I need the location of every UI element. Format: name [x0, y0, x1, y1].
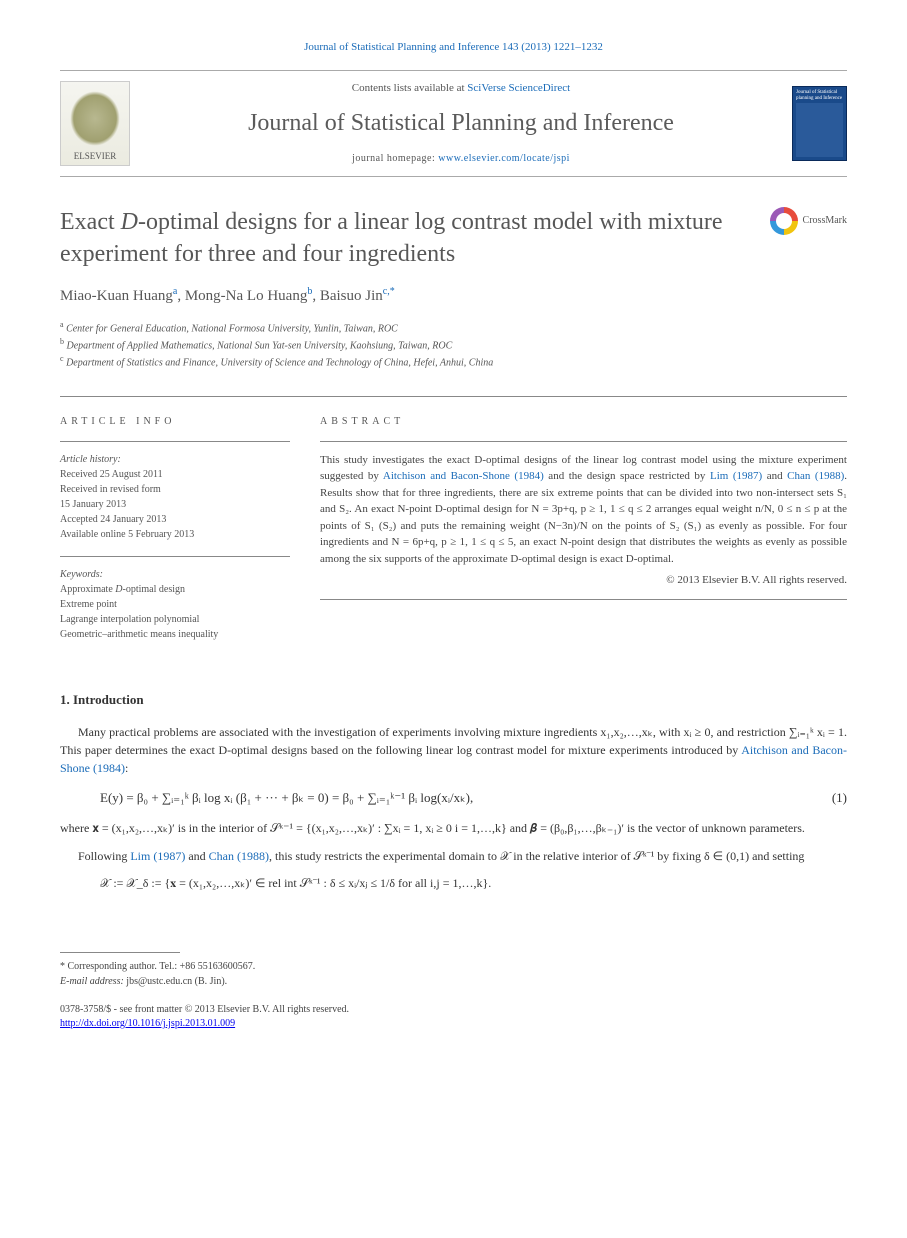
elsevier-logo[interactable]: ELSEVIER	[60, 81, 130, 166]
keywords-block: Keywords: Approximate D-optimal design E…	[60, 567, 290, 642]
abstract-text: This study investigates the exact D-opti…	[320, 452, 847, 568]
intro-ref-chan[interactable]: Chan (1988)	[209, 849, 269, 863]
corresponding-author-note: * Corresponding author. Tel.: +86 551636…	[60, 959, 847, 974]
author-name: Baisuo Jin	[320, 288, 383, 304]
banner-center: Contents lists available at SciVerse Sci…	[145, 81, 777, 166]
history-received: Received 25 August 2011	[60, 469, 163, 480]
homepage-prefix: journal homepage:	[352, 153, 438, 164]
contents-prefix: Contents lists available at	[352, 82, 467, 94]
article-info-label: article info	[60, 415, 290, 429]
email-line: E-mail address: jbs@ustc.edu.cn (B. Jin)…	[60, 974, 847, 989]
elsevier-tree-icon	[70, 91, 120, 146]
abstract-ref-lim[interactable]: Lim (1987)	[710, 470, 762, 482]
email-address: jbs@ustc.edu.cn (B. Jin).	[126, 976, 227, 987]
article-info-column: article info Article history: Received 2…	[60, 415, 290, 656]
article-title: Exact D-optimal designs for a linear log…	[60, 207, 755, 269]
journal-cover-thumbnail[interactable]: Journal of Statistical planning and Infe…	[792, 86, 847, 161]
abstract-copyright: © 2013 Elsevier B.V. All rights reserved…	[320, 573, 847, 588]
sciencedirect-link[interactable]: SciVerse ScienceDirect	[467, 82, 570, 94]
journal-title: Journal of Statistical Planning and Infe…	[145, 107, 777, 141]
crossmark-badge[interactable]: CrossMark	[770, 207, 847, 235]
equation-1-body: E(y) = β₀ + ∑ᵢ₌₁ᵏ βᵢ log xᵢ (β₁ + ··· + …	[100, 789, 812, 807]
history-label: Article history:	[60, 454, 121, 465]
intro-para-3: Following Lim (1987) and Chan (1988), th…	[60, 847, 847, 865]
affiliation-c: c Department of Statistics and Finance, …	[60, 353, 847, 370]
equation-1: E(y) = β₀ + ∑ᵢ₌₁ᵏ βᵢ log xᵢ (β₁ + ··· + …	[100, 789, 847, 807]
contents-available-line: Contents lists available at SciVerse Sci…	[145, 81, 777, 96]
title-row: Exact D-optimal designs for a linear log…	[60, 207, 847, 269]
intro-para-1: Many practical problems are associated w…	[60, 723, 847, 777]
domain-definition: 𝒳 := 𝒳_δ := {𝐱 = (x₁,x₂,…,xₖ)′ ∈ rel int…	[100, 875, 847, 892]
title-rest: -optimal designs for a linear log contra…	[60, 209, 723, 266]
equation-1-number: (1)	[832, 789, 847, 807]
history-revised-a: Received in revised form	[60, 484, 161, 495]
author-name: Mong-Na Lo Huang	[185, 288, 307, 304]
keyword-2: Lagrange interpolation polynomial	[60, 614, 199, 625]
history-revised-b: 15 January 2013	[60, 499, 126, 510]
article-history-block: Article history: Received 25 August 2011…	[60, 452, 290, 542]
keyword-1: Extreme point	[60, 599, 117, 610]
email-label: E-mail address:	[60, 976, 124, 987]
author-affil-marker: c,*	[383, 286, 395, 297]
section-1-heading: 1. Introduction	[60, 691, 847, 709]
journal-homepage-line: journal homepage: www.elsevier.com/locat…	[145, 152, 777, 166]
divider-rule	[60, 396, 847, 397]
footnotes: * Corresponding author. Tel.: +86 551636…	[60, 959, 847, 989]
cover-title-text: Journal of Statistical planning and Infe…	[796, 90, 843, 101]
abstract-divider	[320, 441, 847, 442]
author-affil-marker: a	[173, 286, 177, 297]
abstract-column: abstract This study investigates the exa…	[320, 415, 847, 656]
crossmark-icon	[770, 207, 798, 235]
abstract-label: abstract	[320, 415, 847, 429]
keywords-divider	[60, 556, 290, 557]
footnote-rule	[60, 952, 180, 953]
keyword-3: Geometric–arithmetic means inequality	[60, 629, 218, 640]
cover-image-area	[796, 103, 843, 157]
issn-line: 0378-3758/$ - see front matter © 2013 El…	[60, 1003, 847, 1017]
elsevier-label: ELSEVIER	[74, 150, 117, 163]
author-name: Miao-Kuan Huang	[60, 288, 173, 304]
affiliations: a Center for General Education, National…	[60, 319, 847, 371]
crossmark-label: CrossMark	[803, 214, 847, 228]
abstract-ref-aitchison[interactable]: Aitchison and Bacon-Shone (1984)	[383, 470, 544, 482]
footer-meta: 0378-3758/$ - see front matter © 2013 El…	[60, 1003, 847, 1031]
author-affil-marker: b	[307, 286, 312, 297]
authors-line: Miao-Kuan Huanga, Mong-Na Lo Huangb, Bai…	[60, 285, 847, 307]
title-italic-D: D	[121, 209, 138, 235]
keyword-0: Approximate D-optimal design	[60, 584, 185, 595]
journal-homepage-link[interactable]: www.elsevier.com/locate/jspi	[438, 153, 570, 164]
journal-banner: ELSEVIER Contents lists available at Sci…	[60, 70, 847, 177]
abstract-ref-chan[interactable]: Chan (1988)	[787, 470, 844, 482]
abstract-bottom-divider	[320, 599, 847, 600]
journal-citation: Journal of Statistical Planning and Infe…	[60, 40, 847, 55]
keywords-label: Keywords:	[60, 569, 103, 580]
intro-ref-lim[interactable]: Lim (1987)	[130, 849, 185, 863]
doi-link[interactable]: http://dx.doi.org/10.1016/j.jspi.2013.01…	[60, 1018, 235, 1029]
journal-citation-link[interactable]: Journal of Statistical Planning and Infe…	[304, 41, 603, 53]
affiliation-b: b Department of Applied Mathematics, Nat…	[60, 336, 847, 353]
info-divider	[60, 441, 290, 442]
history-accepted: Accepted 24 January 2013	[60, 514, 166, 525]
info-abstract-row: article info Article history: Received 2…	[60, 415, 847, 656]
history-online: Available online 5 February 2013	[60, 529, 194, 540]
title-prefix: Exact	[60, 209, 121, 235]
affiliation-a: a Center for General Education, National…	[60, 319, 847, 336]
intro-para-2: where 𝐱 = (x₁,x₂,…,xₖ)′ is in the interi…	[60, 819, 847, 837]
